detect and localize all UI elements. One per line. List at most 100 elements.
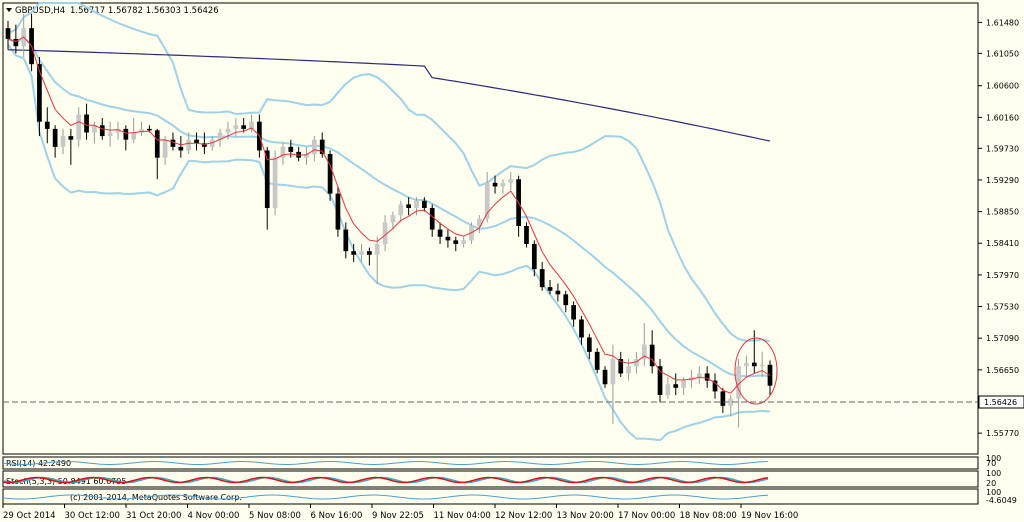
candle-body — [241, 125, 247, 129]
stoch-scale-100: 100 — [986, 469, 1001, 478]
stoch-scale-20: 20 — [986, 479, 996, 488]
candle-body — [476, 218, 482, 226]
ema-line — [7, 36, 771, 394]
highlight-ellipse — [734, 337, 778, 405]
candle-body — [453, 240, 459, 244]
candle-body — [586, 337, 592, 352]
candle-body — [618, 359, 624, 374]
dropdown-triangle-icon[interactable] — [6, 8, 12, 12]
candle-body — [154, 130, 160, 158]
candle-body — [288, 146, 294, 152]
candle-body — [751, 362, 757, 367]
candle-body — [429, 208, 435, 230]
candle-body — [13, 38, 19, 47]
time-tick-label: 9 Nov 22:05 — [372, 511, 424, 521]
candle-body — [139, 128, 144, 133]
candle-body — [194, 139, 199, 144]
candle-body — [76, 114, 82, 140]
candle-body — [484, 182, 490, 219]
candle-body — [123, 128, 129, 140]
annotations — [734, 337, 778, 405]
third-scale-100: 100 — [986, 488, 1001, 497]
candle-body — [547, 287, 553, 291]
candle-body — [681, 380, 686, 388]
time-tick-label: 19 Nov 16:00 — [741, 511, 798, 521]
candle-body — [602, 369, 608, 385]
rsi-pane-frame — [2, 456, 979, 470]
current-price-label: 1.56426 — [984, 398, 1017, 407]
candle-body — [657, 366, 663, 396]
candle-body — [531, 243, 537, 270]
candle-body — [704, 373, 710, 381]
candle-body — [634, 359, 639, 367]
third-pane: (c) 2001-2014, MetaQuotes Software Corp.… — [2, 488, 1017, 505]
candle-body — [406, 204, 411, 208]
time-axis: 29 Oct 2014 30 Oct 12:00 31 Oct 20:00 4 Nov… — [2, 504, 798, 521]
candle-body — [492, 182, 498, 187]
rsi-line — [2, 461, 769, 465]
price-tick-label: 1.58850 — [986, 208, 1019, 217]
candle-body — [579, 319, 584, 338]
price-tick-label: 1.61050 — [986, 49, 1019, 58]
candle-body — [60, 136, 66, 147]
candle-body — [359, 251, 364, 255]
rsi-pane: RSI(14) 42.2490 100 70 — [2, 454, 1001, 468]
price-tick-label: 1.61480 — [986, 18, 1019, 27]
price-tick-label: 1.57970 — [986, 271, 1019, 280]
price-tick-label: 1.56650 — [986, 366, 1019, 375]
price-tick-label: 1.57530 — [986, 303, 1019, 312]
price-tick-label: 1.59730 — [986, 144, 1019, 153]
candle-body — [272, 157, 278, 208]
stoch-main-line — [2, 476, 769, 484]
candle-body — [99, 125, 105, 137]
candle-body — [178, 146, 184, 151]
candle-body — [524, 225, 529, 244]
candle-body — [673, 384, 679, 388]
main-plot-frame — [2, 2, 979, 455]
candle-body — [343, 229, 349, 252]
candle-body — [367, 251, 372, 255]
time-tick-label: 11 Nov 04:00 — [434, 511, 491, 521]
symbol-label: GBPUSD,H4 — [15, 6, 65, 16]
ema-path — [7, 36, 771, 394]
candle-body — [335, 193, 341, 230]
candle-body — [202, 143, 207, 147]
time-tick-label: 17 Nov 00:00 — [618, 511, 675, 521]
candle-body — [571, 305, 576, 320]
current-price-marker: 1.56426 — [3, 395, 1024, 409]
time-tick-label: 5 Nov 08:00 — [249, 511, 301, 521]
candle-body — [37, 64, 42, 122]
price-tick-label: 1.57090 — [986, 334, 1019, 343]
candle-body — [107, 132, 113, 137]
stoch-pane-frame — [2, 470, 979, 488]
candle-body — [186, 139, 192, 151]
candle-body — [5, 28, 11, 39]
candle-body — [744, 362, 749, 367]
candle-body — [610, 359, 616, 385]
candle-body — [508, 179, 514, 183]
candle-body — [280, 146, 286, 158]
candle-body — [461, 240, 466, 244]
candle-body — [500, 182, 506, 187]
bollinger-upper — [7, 2, 771, 343]
candle-body — [327, 154, 333, 194]
candle-body — [312, 139, 317, 155]
candle-body — [351, 251, 357, 255]
price-tick-label: 1.60160 — [986, 113, 1019, 122]
price-tick-label: 1.58410 — [986, 239, 1019, 248]
time-tick-label: 4 Nov 00:00 — [188, 511, 240, 521]
candle-body — [665, 384, 671, 396]
candle-body — [641, 344, 647, 360]
candle-body — [264, 150, 270, 208]
candle-body — [720, 391, 726, 406]
ohlc-values: 1.56717 1.56782 1.56303 1.56426 — [70, 6, 219, 16]
candle-body — [759, 364, 765, 367]
candle-body — [382, 222, 388, 244]
price-tick-label: 1.55770 — [986, 429, 1019, 438]
bollinger-middle — [7, 36, 771, 378]
candle-body — [84, 114, 89, 133]
candle-body — [115, 128, 121, 133]
candle-body — [225, 128, 231, 133]
moving-average-200 — [7, 49, 771, 142]
